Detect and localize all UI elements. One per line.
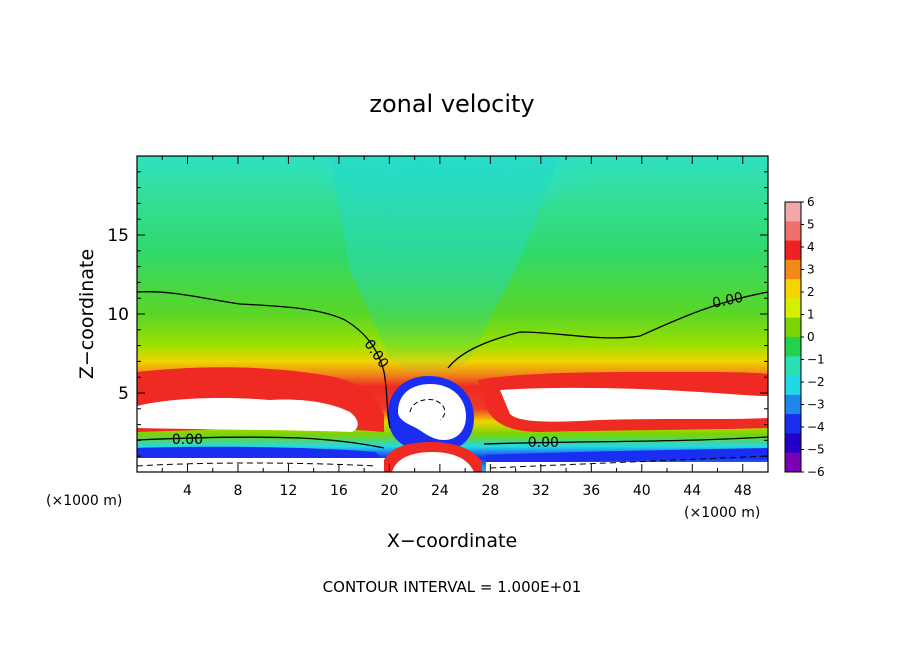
x-tick-label: 20 <box>380 483 398 499</box>
colorbar-swatch <box>785 298 801 319</box>
central-cyan-column <box>330 156 560 380</box>
x-tick-label: 40 <box>633 483 651 499</box>
dashed-contour-left <box>137 462 377 467</box>
colorbar-swatch <box>785 414 801 434</box>
colorbar: 6 5 4 3 2 1 0 −1 −2 −3 −4 −5 −6 <box>784 195 825 479</box>
x-unit-right: (×1000 m) <box>684 505 760 521</box>
x-tick-label: 16 <box>330 483 348 499</box>
colorbar-swatch <box>785 375 801 396</box>
colorbar-label: −2 <box>807 375 825 389</box>
x-tick-label: 28 <box>481 483 499 499</box>
zero-contour-upper-right <box>447 291 768 369</box>
x-tick-label: 8 <box>233 483 242 499</box>
x-tick-label: 24 <box>431 483 449 499</box>
colorbar-label: −5 <box>807 443 825 457</box>
x-tick-label: 36 <box>582 483 600 499</box>
x-axis-ticks: 4 8 12 16 20 24 28 32 36 40 44 48 <box>161 156 752 499</box>
left-surface-white <box>137 458 385 472</box>
zero-contour-low-left <box>137 436 385 449</box>
x-unit-left: (×1000 m) <box>46 493 122 509</box>
zero-contour-low-right <box>483 436 768 445</box>
colorbar-swatch <box>785 356 801 377</box>
chart-title: zonal velocity <box>369 90 534 118</box>
colorbar-swatch <box>785 337 801 357</box>
contour-label: 0.00 <box>172 432 203 448</box>
x-tick-label: 44 <box>683 483 701 499</box>
colorbar-label: −4 <box>807 420 825 434</box>
contour-label: 0.00 <box>711 290 745 312</box>
colorbar-swatch <box>785 433 801 454</box>
colorbar-label: 5 <box>807 218 815 232</box>
y-tick-label: 15 <box>107 226 129 246</box>
colorbar-swatch <box>785 240 801 261</box>
colorbar-label: 4 <box>807 240 815 254</box>
colorbar-label: 1 <box>807 308 815 322</box>
contour-label: 0.00 <box>528 435 559 451</box>
colorbar-swatch <box>785 202 801 222</box>
colorbar-swatch <box>785 279 801 299</box>
colorbar-swatch <box>785 259 801 280</box>
dashed-contour-right <box>489 455 768 469</box>
left-jet-core <box>137 398 358 432</box>
dashed-contour-center <box>409 399 446 421</box>
x-tick-label: 32 <box>532 483 550 499</box>
y-tick-label: 5 <box>118 384 129 404</box>
right-low-blue-band <box>486 448 768 464</box>
colorbar-label: 3 <box>807 263 815 277</box>
colorbar-label: −1 <box>807 353 825 367</box>
colorbar-label: −6 <box>807 465 825 479</box>
y-axis-label: Z−coordinate <box>76 249 98 379</box>
x-tick-label: 48 <box>734 483 752 499</box>
contour-labels: 0.000.000.000.00 <box>172 290 745 451</box>
colorbar-swatch <box>785 394 801 415</box>
x-tick-label: 4 <box>183 483 192 499</box>
colorbar-label: −3 <box>807 398 825 412</box>
x-axis-label: X−coordinate <box>387 530 517 552</box>
colorbar-label: 2 <box>807 285 815 299</box>
colorbar-swatch <box>785 452 801 473</box>
central-lower-white <box>392 452 474 472</box>
y-tick-label: 10 <box>107 305 129 325</box>
right-jet-core <box>500 387 768 422</box>
colorbar-swatch <box>785 221 801 242</box>
right-surface-white <box>486 462 768 472</box>
central-white-core <box>398 384 466 440</box>
colorbar-swatch <box>785 317 801 338</box>
contour-interval-note: CONTOUR INTERVAL = 1.000E+01 <box>323 578 582 596</box>
zero-contour-upper-left <box>137 291 391 429</box>
x-tick-label: 12 <box>280 483 298 499</box>
plot-area <box>137 156 768 472</box>
y-axis-ticks: 5 10 15 <box>107 171 768 457</box>
colorbar-label: 6 <box>807 195 815 209</box>
colorbar-label: 0 <box>807 330 815 344</box>
